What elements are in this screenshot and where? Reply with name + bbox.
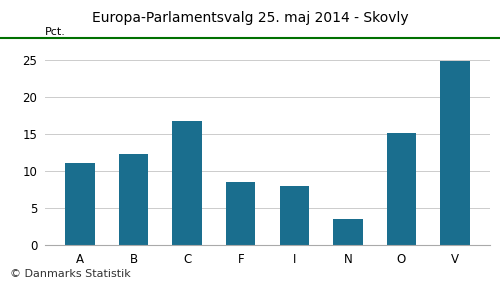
Bar [226,182,256,245]
Bar [280,186,309,245]
Text: Pct.: Pct. [45,27,66,37]
Bar [65,163,94,245]
Bar [119,154,148,245]
Text: Europa-Parlamentsvalg 25. maj 2014 - Skovly: Europa-Parlamentsvalg 25. maj 2014 - Sko… [92,11,408,25]
Text: © Danmarks Statistik: © Danmarks Statistik [10,269,131,279]
Bar [172,121,202,245]
Bar [386,133,416,245]
Bar [440,61,470,245]
Bar [333,219,362,245]
